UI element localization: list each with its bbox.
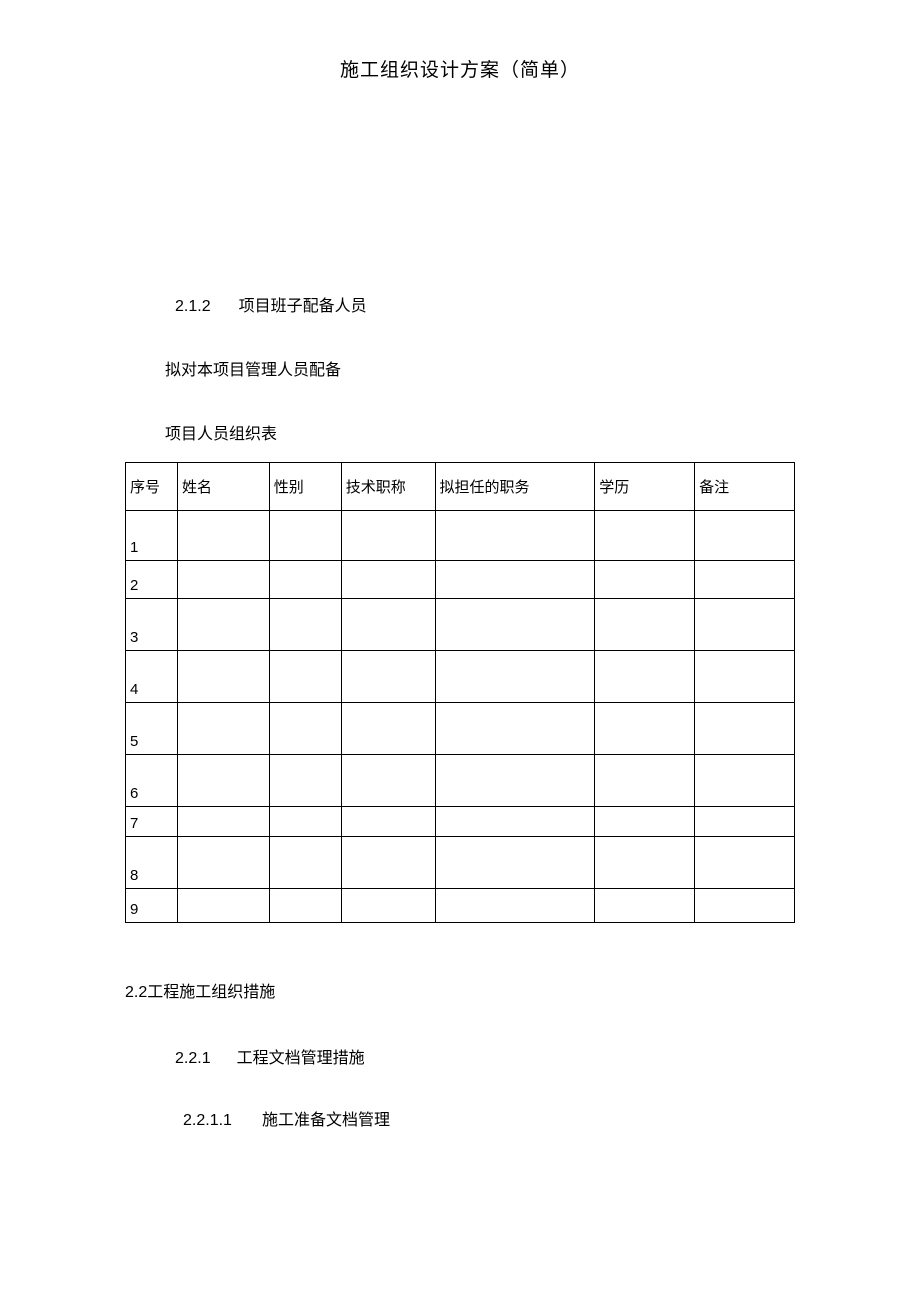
heading-number: 2.1.2 xyxy=(175,298,211,315)
cell-education xyxy=(595,561,695,599)
cell-gender xyxy=(269,807,341,837)
cell-remark xyxy=(695,889,795,923)
cell-education xyxy=(595,511,695,561)
table-row: 6 xyxy=(126,755,795,807)
heading-number: 2.2 xyxy=(125,984,147,1001)
cell-position xyxy=(435,889,595,923)
cell-seq: 9 xyxy=(126,889,178,923)
heading-text: 工程文档管理措施 xyxy=(237,1050,365,1067)
cell-remark xyxy=(695,755,795,807)
cell-remark xyxy=(695,561,795,599)
cell-position xyxy=(435,837,595,889)
heading-text: 工程施工组织措施 xyxy=(147,984,275,1001)
col-header-gender: 性别 xyxy=(269,463,341,511)
table-row: 3 xyxy=(126,599,795,651)
cell-title xyxy=(341,755,435,807)
cell-seq: 5 xyxy=(126,703,178,755)
col-header-remark: 备注 xyxy=(695,463,795,511)
cell-title xyxy=(341,561,435,599)
cell-name xyxy=(177,511,269,561)
table-row: 7 xyxy=(126,807,795,837)
cell-name xyxy=(177,889,269,923)
cell-position xyxy=(435,599,595,651)
cell-seq: 6 xyxy=(126,755,178,807)
cell-gender xyxy=(269,599,341,651)
cell-gender xyxy=(269,755,341,807)
cell-education xyxy=(595,837,695,889)
cell-title xyxy=(341,511,435,561)
cell-remark xyxy=(695,703,795,755)
table-row: 9 xyxy=(126,889,795,923)
cell-gender xyxy=(269,511,341,561)
heading-number: 2.2.1 xyxy=(175,1050,211,1067)
table-row: 2 xyxy=(126,561,795,599)
cell-education xyxy=(595,651,695,703)
table-row: 8 xyxy=(126,837,795,889)
cell-gender xyxy=(269,837,341,889)
cell-remark xyxy=(695,651,795,703)
cell-education xyxy=(595,703,695,755)
cell-position xyxy=(435,703,595,755)
cell-education xyxy=(595,807,695,837)
cell-position xyxy=(435,561,595,599)
cell-education xyxy=(595,755,695,807)
cell-seq: 1 xyxy=(126,511,178,561)
personnel-table: 序号 姓名 性别 技术职称 拟担任的职务 学历 备注 1 2 xyxy=(125,462,795,923)
cell-remark xyxy=(695,807,795,837)
paragraph-config: 拟对本项目管理人员配备 xyxy=(165,356,795,380)
col-header-education: 学历 xyxy=(595,463,695,511)
col-header-seq: 序号 xyxy=(126,463,178,511)
cell-name xyxy=(177,651,269,703)
col-header-position: 拟担任的职务 xyxy=(435,463,595,511)
table-row: 5 xyxy=(126,703,795,755)
heading-text: 施工准备文档管理 xyxy=(262,1112,390,1129)
heading-text: 项目班子配备人员 xyxy=(239,298,367,315)
cell-position xyxy=(435,511,595,561)
cell-title xyxy=(341,837,435,889)
cell-gender xyxy=(269,889,341,923)
cell-gender xyxy=(269,651,341,703)
cell-gender xyxy=(269,703,341,755)
document-title: 施工组织设计方案（简单） xyxy=(125,55,795,82)
cell-position xyxy=(435,807,595,837)
cell-position xyxy=(435,755,595,807)
heading-2-1-2: 2.1.2 项目班子配备人员 xyxy=(175,292,795,316)
paragraph-table-caption: 项目人员组织表 xyxy=(165,420,795,444)
cell-title xyxy=(341,889,435,923)
cell-remark xyxy=(695,837,795,889)
cell-seq: 3 xyxy=(126,599,178,651)
cell-education xyxy=(595,599,695,651)
cell-seq: 7 xyxy=(126,807,178,837)
table-header-row: 序号 姓名 性别 技术职称 拟担任的职务 学历 备注 xyxy=(126,463,795,511)
cell-position xyxy=(435,651,595,703)
cell-title xyxy=(341,807,435,837)
cell-name xyxy=(177,807,269,837)
cell-education xyxy=(595,889,695,923)
col-header-title: 技术职称 xyxy=(341,463,435,511)
heading-2-2-1: 2.2.1 工程文档管理措施 xyxy=(175,1044,795,1068)
cell-seq: 8 xyxy=(126,837,178,889)
cell-name xyxy=(177,599,269,651)
cell-title xyxy=(341,599,435,651)
cell-title xyxy=(341,703,435,755)
cell-seq: 4 xyxy=(126,651,178,703)
heading-number: 2.2.1.1 xyxy=(183,1112,232,1129)
cell-remark xyxy=(695,511,795,561)
heading-2-2-1-1: 2.2.1.1 施工准备文档管理 xyxy=(183,1106,795,1130)
heading-2-2: 2.2工程施工组织措施 xyxy=(125,978,795,1002)
table-row: 4 xyxy=(126,651,795,703)
cell-name xyxy=(177,703,269,755)
cell-name xyxy=(177,561,269,599)
cell-remark xyxy=(695,599,795,651)
cell-name xyxy=(177,837,269,889)
table-row: 1 xyxy=(126,511,795,561)
cell-title xyxy=(341,651,435,703)
col-header-name: 姓名 xyxy=(177,463,269,511)
cell-gender xyxy=(269,561,341,599)
cell-name xyxy=(177,755,269,807)
cell-seq: 2 xyxy=(126,561,178,599)
